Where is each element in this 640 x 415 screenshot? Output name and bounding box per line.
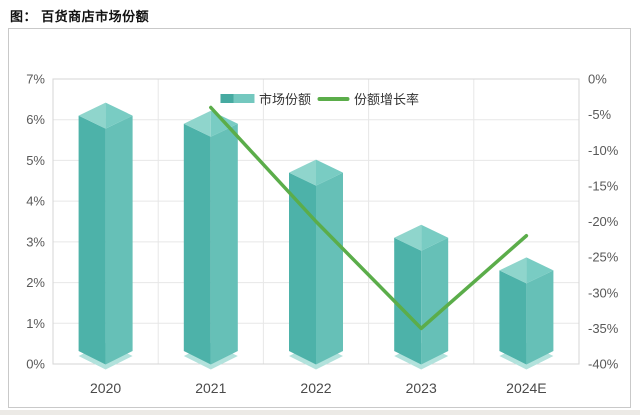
bar-left-face [289,172,316,365]
bar-left-face [78,115,106,365]
right-axis-tick-label: -5% [588,107,612,122]
legend-label-growth-rate: 份额增长率 [354,92,420,107]
bar-left-face [499,270,527,365]
line-series-swatch-icon [317,96,349,101]
legend-label-market-share: 市场份额 [258,92,311,107]
right-axis-tick-label: 0% [588,72,607,87]
right-axis-tick-label: -15% [588,178,619,193]
bar-right-face [105,115,133,365]
figure-border-box: 7% 6% 5% 4% 3% 2% 1% 0% 0% -5% -10% -15% -20% -25% -30… [8,28,631,408]
bar-series-swatch-icon [219,94,254,103]
bar-top-face-left [289,159,316,186]
x-axis-category-label: 2024E [506,380,546,396]
x-axis-category-label: 2020 [90,380,121,396]
bar-top-face-left [78,102,106,129]
bar-right-face [210,123,238,365]
chart-legend: 市场份额 份额增长率 [219,89,419,108]
x-axis-category-label: 2022 [300,380,331,396]
right-axis-tick-label: -20% [588,214,619,229]
bar-top-face-left [394,224,422,251]
left-axis-tick-label: 7% [26,72,45,87]
left-axis-tick-label: 4% [26,194,45,209]
bar-top-face-left [499,257,527,284]
chart-title: 图： 百货商店市场份额 [10,9,150,24]
left-axis-tick-label: 3% [26,234,45,249]
page-background-strip [0,410,640,415]
growth-rate-line [209,105,529,331]
left-axis-tick-label: 6% [26,112,45,127]
bar-top-face-right [316,159,343,186]
bar-right-face [316,172,343,365]
x-axis-category-label: 2023 [406,380,437,396]
right-axis-tick-label: -25% [588,250,619,265]
left-axis-tick-label: 5% [26,153,45,168]
left-axis-tick-label: 2% [26,275,45,290]
legend-item-market-share: 市场份额 [219,89,311,108]
right-axis-tick-label: -40% [588,357,619,372]
bar-left-face [183,123,211,365]
bar-right-face [421,237,449,365]
legend-item-growth-rate: 份额增长率 [317,89,419,108]
bar-left-face [394,237,422,365]
right-axis-tick-label: -35% [588,321,619,336]
bar-top-face-right [105,102,133,129]
left-axis-tick-label: 0% [26,357,45,372]
right-axis-tick-label: -10% [588,143,619,158]
x-axis-category-label: 2021 [195,380,226,396]
bar-top-face-right [526,257,554,284]
chart-canvas: 7% 6% 5% 4% 3% 2% 1% 0% 0% -5% -10% -15% -20% -25% -30… [26,72,619,397]
right-axis-tick-label: -30% [588,285,619,300]
left-axis-tick-label: 1% [26,316,45,331]
bar-top-face-right [421,224,449,251]
bar-top-face-left [183,110,211,137]
bar-right-face [526,270,554,365]
